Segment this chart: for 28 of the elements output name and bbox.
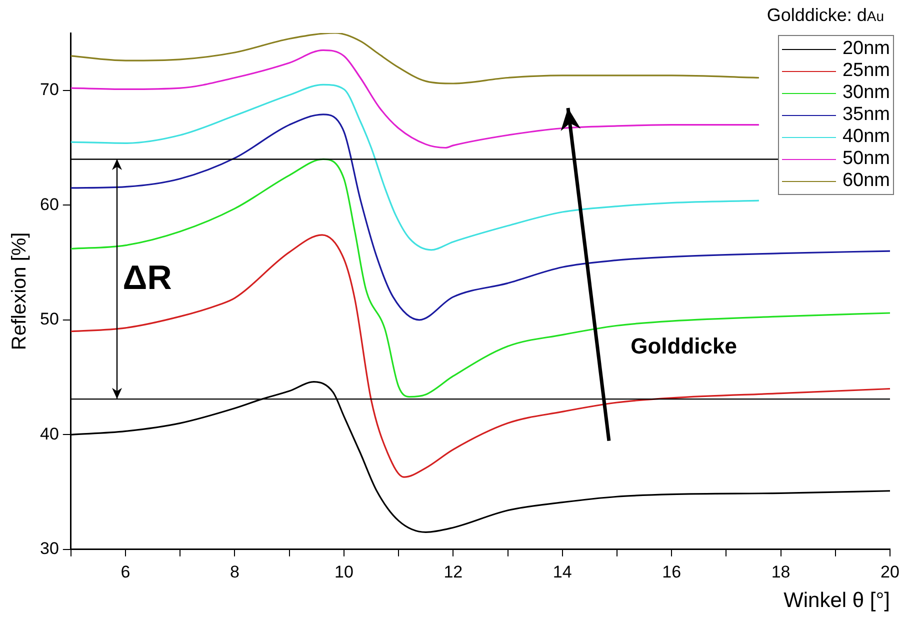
- x-tick-label: 18: [771, 562, 790, 582]
- y-tick-label: 50: [40, 310, 59, 329]
- x-tick-label: 16: [662, 562, 682, 582]
- x-tick-label: 20: [880, 562, 900, 582]
- legend-label: 25nm: [842, 60, 890, 82]
- legend-label: 30nm: [842, 82, 890, 104]
- legend-label: 50nm: [842, 148, 890, 170]
- line-series: [70, 234, 890, 478]
- line-series: [70, 84, 760, 251]
- y-tick-label: 70: [40, 80, 59, 100]
- y-axis-title: Reflexion [%]: [8, 232, 31, 350]
- x-tick-label: 12: [444, 562, 463, 582]
- legend-label: 40nm: [842, 126, 890, 148]
- line-series: [70, 49, 760, 149]
- line-series: [70, 33, 760, 84]
- legend-label: 60nm: [842, 170, 890, 192]
- y-tick-label: 60: [40, 194, 59, 214]
- legend-label: 20nm: [842, 38, 890, 60]
- x-tick-label: 14: [552, 562, 572, 582]
- y-tick-label: 40: [40, 424, 59, 444]
- legend-label: 35nm: [842, 104, 890, 126]
- x-tick-label: 6: [120, 562, 130, 582]
- x-tick-label: 8: [230, 562, 240, 582]
- x-axis-title: Winkel θ [°]: [784, 589, 890, 612]
- y-tick-label: 30: [40, 539, 59, 558]
- x-tick-label: 10: [334, 562, 354, 582]
- annotation: ΔR: [122, 259, 172, 298]
- annotation: Golddicke: [630, 333, 737, 358]
